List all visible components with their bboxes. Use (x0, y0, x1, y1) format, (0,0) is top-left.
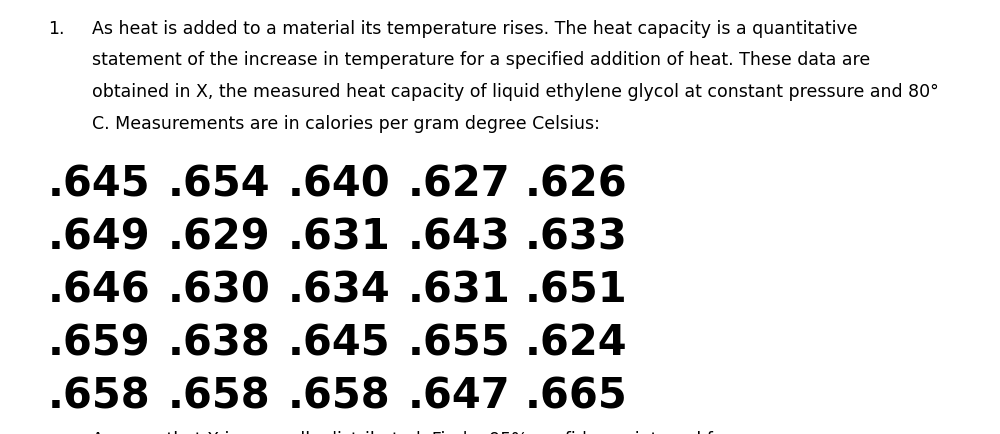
Text: .638: .638 (168, 322, 271, 365)
Text: .659: .659 (48, 322, 151, 365)
Text: .645: .645 (48, 164, 151, 206)
Text: .645: .645 (288, 322, 391, 365)
Text: 1.: 1. (48, 20, 64, 37)
Text: .633: .633 (525, 217, 628, 259)
Text: .630: .630 (168, 270, 271, 312)
Text: .631: .631 (288, 217, 391, 259)
Text: .643: .643 (408, 217, 511, 259)
Text: .626: .626 (525, 164, 628, 206)
Text: .647: .647 (408, 375, 511, 418)
Text: .649: .649 (48, 217, 151, 259)
Text: .658: .658 (168, 375, 271, 418)
Text: .627: .627 (408, 164, 511, 206)
Text: .665: .665 (525, 375, 628, 418)
Text: .651: .651 (525, 270, 628, 312)
Text: C. Measurements are in calories per gram degree Celsius:: C. Measurements are in calories per gram… (92, 115, 600, 132)
Text: .658: .658 (48, 375, 151, 418)
Text: statement of the increase in temperature for a specified addition of heat. These: statement of the increase in temperature… (92, 51, 870, 69)
Text: .655: .655 (408, 322, 511, 365)
Text: .654: .654 (168, 164, 271, 206)
Text: .658: .658 (288, 375, 391, 418)
Text: As heat is added to a material its temperature rises. The heat capacity is a qua: As heat is added to a material its tempe… (92, 20, 858, 37)
Text: .640: .640 (288, 164, 391, 206)
Text: .646: .646 (48, 270, 151, 312)
Text: .624: .624 (525, 322, 628, 365)
Text: Assume that X is normally distributed. Find a 95% confidence interval for μ.: Assume that X is normally distributed. F… (92, 431, 753, 434)
Text: .629: .629 (168, 217, 271, 259)
Text: .634: .634 (288, 270, 391, 312)
Text: obtained in X, the measured heat capacity of liquid ethylene glycol at constant : obtained in X, the measured heat capacit… (92, 83, 939, 101)
Text: .631: .631 (408, 270, 511, 312)
